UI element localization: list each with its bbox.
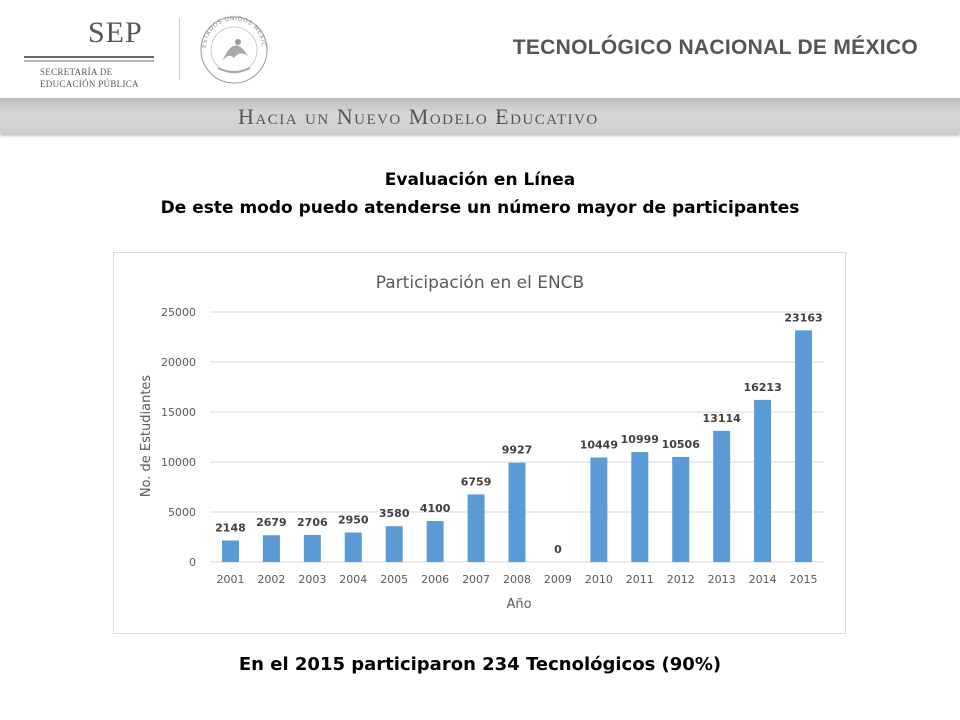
x-tick-label: 2011 <box>626 573 654 586</box>
slide-title: Evaluación en Línea <box>384 170 576 190</box>
data-label: 6759 <box>461 475 492 488</box>
bar <box>754 399 772 562</box>
data-label: 0 <box>554 543 562 556</box>
y-tick-label: 5000 <box>168 506 196 519</box>
x-tick-label: 2010 <box>585 573 613 586</box>
x-tick-label: 2008 <box>503 573 531 586</box>
y-tick-label: 10000 <box>161 456 196 469</box>
data-label: 4100 <box>420 502 451 515</box>
x-tick-label: 2012 <box>667 573 695 586</box>
x-axis-ticks: 2001 2002 2003 2004 2005 2006 2007 2008 2009 2010… <box>216 573 817 586</box>
bar <box>631 452 649 562</box>
y-axis-ticks: 0 5000 10000 15000 20000 25000 <box>161 306 196 569</box>
data-label: 2950 <box>338 514 369 527</box>
banner-text: Hacia un Nuevo Modelo Educativo <box>238 104 599 129</box>
data-label: 2679 <box>256 516 287 529</box>
x-axis-label: Año <box>506 597 531 612</box>
data-label: 16213 <box>743 381 781 394</box>
y-tick-label: 0 <box>189 556 196 569</box>
x-tick-label: 2002 <box>257 573 285 586</box>
bar <box>467 494 485 562</box>
sep-logo: SEP SECRETARÍA DE EDUCACIÓN PÚBLICA <box>22 12 172 89</box>
bar <box>262 535 280 562</box>
data-label: 10449 <box>580 439 618 452</box>
sep-subtitle: SECRETARÍA DE EDUCACIÓN PÚBLICA <box>40 66 170 90</box>
chart-title: Participación en el ENCB <box>376 273 584 293</box>
x-tick-label: 2003 <box>298 573 326 586</box>
org-name: TECNOLÓGICO NACIONAL DE MÉXICO <box>512 36 918 59</box>
x-tick-label: 2006 <box>421 573 449 586</box>
national-seal-icon: ESTADOS UNIDOS MEXICANOS <box>192 12 268 84</box>
sep-logo-text: SEP <box>88 16 143 49</box>
data-label: 13114 <box>703 412 742 425</box>
banner <box>0 98 960 134</box>
y-tick-label: 25000 <box>161 306 196 319</box>
x-tick-label: 2009 <box>544 573 572 586</box>
sep-subtitle-line1: SECRETARÍA DE <box>40 67 113 77</box>
bar <box>590 457 608 562</box>
data-label: 2706 <box>297 516 328 529</box>
slide-subtitle: De este modo puedo atenderse un número m… <box>160 198 800 218</box>
chart-container: Participación en el ENCB 0 5000 10000 15000… <box>113 252 846 634</box>
x-tick-label: 2004 <box>339 573 367 586</box>
y-tick-label: 20000 <box>161 356 196 369</box>
bar-chart: Participación en el ENCB 0 5000 10000 15000… <box>139 273 824 612</box>
bar <box>344 532 362 562</box>
data-label: 23163 <box>784 311 822 324</box>
bar <box>426 521 444 562</box>
x-tick-label: 2013 <box>708 573 736 586</box>
bar <box>672 456 690 562</box>
data-label: 10999 <box>621 433 659 446</box>
bar <box>508 462 526 562</box>
bar <box>713 430 731 562</box>
data-label: 2148 <box>215 522 246 535</box>
sep-subtitle-line2: EDUCACIÓN PÚBLICA <box>40 79 139 89</box>
bar <box>795 330 813 562</box>
data-label: 3580 <box>379 507 410 520</box>
y-axis-label: No. de Estudiantes <box>139 375 154 498</box>
x-tick-label: 2015 <box>790 573 818 586</box>
sep-logo-rule-secondary <box>24 60 154 62</box>
x-tick-label: 2014 <box>749 573 777 586</box>
data-label: 10506 <box>662 438 701 451</box>
bar <box>221 540 239 562</box>
bar <box>385 526 403 562</box>
bar <box>303 534 321 562</box>
header-divider <box>179 18 180 80</box>
sep-logo-rule <box>24 56 154 58</box>
x-tick-label: 2005 <box>380 573 408 586</box>
footnote: En el 2015 participaron 234 Tecnológicos… <box>238 654 722 675</box>
x-tick-label: 2001 <box>216 573 244 586</box>
x-tick-label: 2007 <box>462 573 490 586</box>
y-tick-label: 15000 <box>161 406 196 419</box>
data-label: 9927 <box>502 444 533 457</box>
header: SEP SECRETARÍA DE EDUCACIÓN PÚBLICA ESTA… <box>0 0 960 98</box>
bars <box>221 330 813 562</box>
